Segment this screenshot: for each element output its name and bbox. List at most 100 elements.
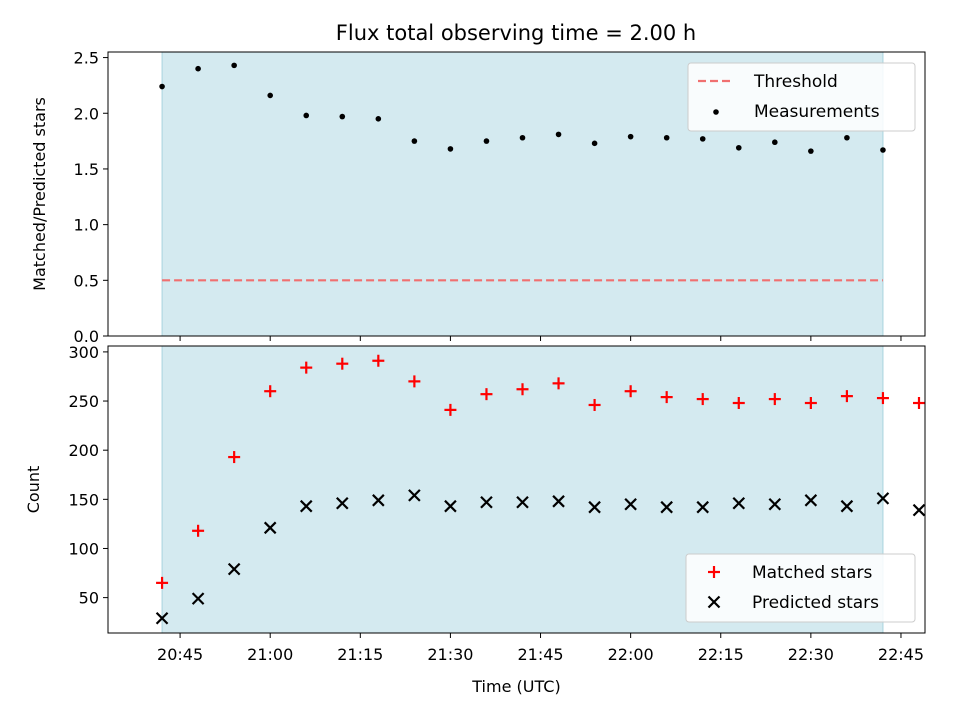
predicted-star-point xyxy=(804,494,818,507)
legend-label: Measurements xyxy=(754,102,880,122)
matched-star-point xyxy=(840,390,853,403)
measurement-point xyxy=(555,131,562,138)
legend-measurement-swatch xyxy=(713,109,719,115)
matched-star-point xyxy=(588,398,601,411)
measurement-point xyxy=(772,139,778,146)
predicted-star-point xyxy=(155,611,169,625)
matched-star-point xyxy=(732,397,745,410)
predicted-star-point xyxy=(768,497,782,511)
matched-star-point xyxy=(264,385,277,398)
x-tick-label: 21:45 xyxy=(517,645,563,664)
measurement-point xyxy=(844,134,850,141)
legend-box xyxy=(687,62,916,132)
matched-star-point xyxy=(300,361,313,374)
y-tick-label: 0.0 xyxy=(74,327,99,346)
matched-star-point xyxy=(192,524,205,537)
y-tick-label: 150 xyxy=(68,490,99,509)
measurement-point xyxy=(231,62,237,69)
predicted-star-point xyxy=(299,499,313,513)
predicted-star-point xyxy=(732,496,746,510)
bottom-panel-counts: 50 100 150 200 250 300 20:45 21:00 21:15 21:30 21:… xyxy=(24,343,926,696)
chart-title: Flux total observing time = 2.00 h xyxy=(336,21,696,45)
matched-star-point xyxy=(768,393,781,406)
matched-star-point xyxy=(480,388,493,401)
y-tick-label: 0.5 xyxy=(74,271,99,290)
legend-label: Predicted stars xyxy=(752,593,879,613)
measurement-point xyxy=(267,92,273,99)
legend-label: Matched stars xyxy=(752,563,872,583)
y-tick-label: 2.5 xyxy=(74,49,99,68)
measurement-point xyxy=(663,134,670,141)
y-tick-label: 1.0 xyxy=(74,216,99,235)
matched-star-point xyxy=(696,393,709,406)
matched-star-point xyxy=(336,357,349,370)
y-tick-label: 50 xyxy=(79,589,99,608)
top-y-axis-label: Matched/Predicted stars xyxy=(30,97,49,291)
measurement-point xyxy=(159,83,165,90)
matched-star-point xyxy=(408,375,421,388)
predicted-star-point xyxy=(588,500,601,514)
measurement-point xyxy=(375,116,382,122)
legend-predicted-swatch xyxy=(707,595,721,609)
x-tick-label: 21:00 xyxy=(247,645,293,664)
predicted-star-point xyxy=(876,492,890,505)
x-tick-label: 21:15 xyxy=(337,645,383,664)
matched-star-point xyxy=(516,383,529,396)
legend-matched-swatch xyxy=(708,566,720,578)
measurement-point xyxy=(303,112,310,119)
predicted-star-point xyxy=(444,499,457,513)
predicted-star-point xyxy=(624,497,637,511)
matched-star-point xyxy=(372,354,385,367)
predicted-star-point xyxy=(372,494,385,507)
predicted-star-point xyxy=(696,500,710,514)
x-tick-label: 22:45 xyxy=(878,645,924,664)
matched-star-point xyxy=(228,451,241,464)
measurement-point xyxy=(195,65,201,72)
predicted-star-point xyxy=(480,495,493,509)
matched-star-point xyxy=(156,576,169,589)
measurement-point xyxy=(483,138,490,144)
legend-label: Threshold xyxy=(753,72,838,92)
predicted-star-point xyxy=(227,562,241,576)
predicted-star-point xyxy=(263,521,277,535)
measurement-point xyxy=(735,144,742,151)
measurement-point xyxy=(627,133,634,140)
predicted-star-point xyxy=(191,592,205,605)
bottom-legend: Matched stars Predicted stars xyxy=(685,553,916,623)
y-tick-label: 300 xyxy=(68,343,99,362)
measurement-point xyxy=(339,113,346,120)
measurement-points xyxy=(159,62,886,154)
predicted-star-point xyxy=(336,496,349,510)
x-tick-label: 20:45 xyxy=(157,645,203,664)
matched-star-point xyxy=(876,392,889,405)
y-tick-label: 100 xyxy=(68,539,99,558)
x-axis-label: Time (UTC) xyxy=(471,677,560,696)
x-tick-label: 22:15 xyxy=(698,645,744,664)
bottom-axis-ticks: 50 100 150 200 250 300 20:45 21:00 21:15 21:30 21:… xyxy=(68,343,924,664)
measurement-point xyxy=(447,146,454,152)
matched-star-point xyxy=(624,385,637,398)
top-axes-frame xyxy=(107,51,926,337)
bottom-axes-frame xyxy=(107,345,926,634)
predicted-star-point xyxy=(660,500,673,514)
measurement-point xyxy=(699,136,706,142)
top-axis-ticks: 0.0 0.5 1.0 1.5 2.0 2.5 xyxy=(74,49,902,346)
measurement-point xyxy=(591,140,598,147)
predicted-star-point xyxy=(552,495,565,508)
matched-star-point xyxy=(804,397,817,410)
bottom-y-axis-label: Count xyxy=(24,466,43,514)
matched-star-point xyxy=(444,403,457,416)
y-tick-label: 250 xyxy=(68,392,99,411)
top-panel-ratio: 0.0 0.5 1.0 1.5 2.0 2.5 Matched/Predicted sta… xyxy=(30,49,926,346)
y-tick-label: 1.5 xyxy=(74,160,99,179)
measurement-point xyxy=(808,148,814,154)
matched-star-point xyxy=(552,377,565,390)
x-tick-label: 22:30 xyxy=(788,645,834,664)
predicted-star-point xyxy=(912,503,926,517)
measurement-point xyxy=(411,138,418,144)
predicted-star-point xyxy=(516,495,529,509)
x-tick-label: 22:00 xyxy=(608,645,654,664)
y-tick-label: 200 xyxy=(68,441,99,460)
measurement-point xyxy=(519,134,526,141)
